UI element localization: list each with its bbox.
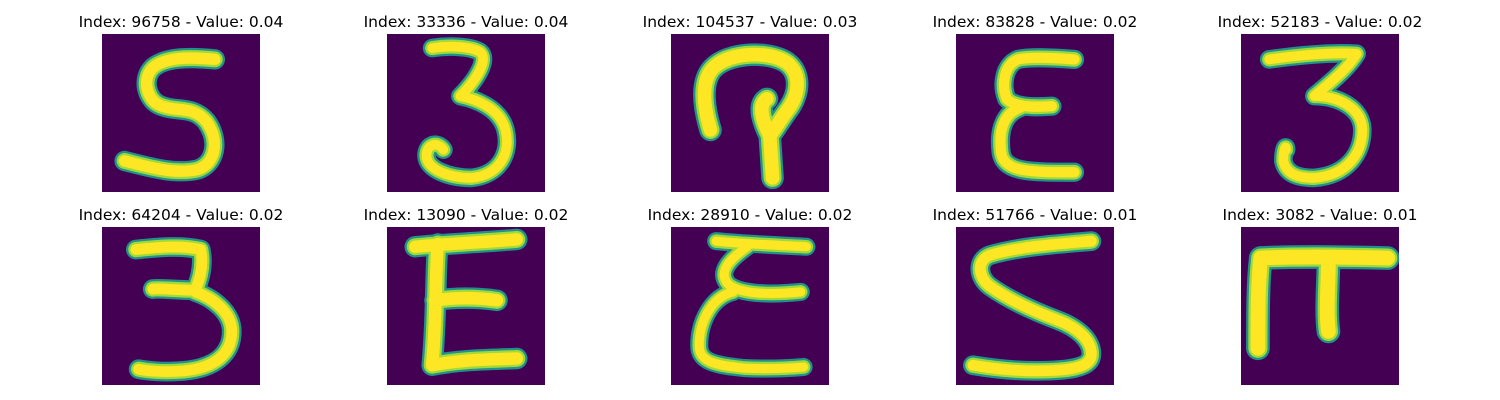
stroke-core — [421, 41, 512, 183]
digit-image — [387, 34, 545, 192]
panel-title: Index: 96758 - Value: 0.04 — [78, 13, 284, 31]
digit-image — [102, 34, 260, 192]
digit-stroke-svg — [671, 227, 829, 385]
digit-stroke-svg — [1241, 227, 1399, 385]
stroke-core — [697, 47, 804, 185]
panel-title: Index: 51766 - Value: 0.01 — [932, 206, 1138, 224]
stroke-core — [1250, 249, 1396, 356]
image-background — [387, 34, 545, 192]
digit-image — [387, 227, 545, 385]
panel-title: Index: 13090 - Value: 0.02 — [363, 206, 569, 224]
digit-image — [1241, 34, 1399, 192]
panel-title: Index: 33336 - Value: 0.04 — [363, 13, 569, 31]
digit-image — [671, 227, 829, 385]
stroke-core — [118, 52, 221, 177]
stroke-core — [1264, 48, 1368, 183]
digit-stroke-svg — [102, 227, 260, 385]
digit-stroke-svg — [956, 227, 1114, 385]
stroke-core — [409, 233, 523, 372]
digit-stroke-svg — [671, 34, 829, 192]
stroke-core — [130, 241, 238, 377]
digit-stroke-svg — [387, 227, 545, 385]
panel-title: Index: 83828 - Value: 0.02 — [932, 13, 1138, 31]
digit-image — [1241, 227, 1399, 385]
digit-image — [956, 34, 1114, 192]
digit-image — [671, 34, 829, 192]
stroke-core — [967, 235, 1097, 377]
panel-title: Index: 104537 - Value: 0.03 — [642, 13, 858, 31]
digit-stroke-svg — [956, 34, 1114, 192]
stroke-core — [694, 236, 811, 374]
digit-image — [956, 227, 1114, 385]
digit-stroke-svg — [1241, 34, 1399, 192]
stroke-core — [995, 52, 1080, 178]
panel-title: Index: 3082 - Value: 0.01 — [1222, 206, 1418, 224]
digit-stroke-svg — [102, 34, 260, 192]
digit-stroke-svg — [387, 34, 545, 192]
panel-title: Index: 28910 - Value: 0.02 — [647, 206, 853, 224]
digit-image — [102, 227, 260, 385]
panel-title: Index: 64204 - Value: 0.02 — [78, 206, 284, 224]
panel-title: Index: 52183 - Value: 0.02 — [1217, 13, 1423, 31]
